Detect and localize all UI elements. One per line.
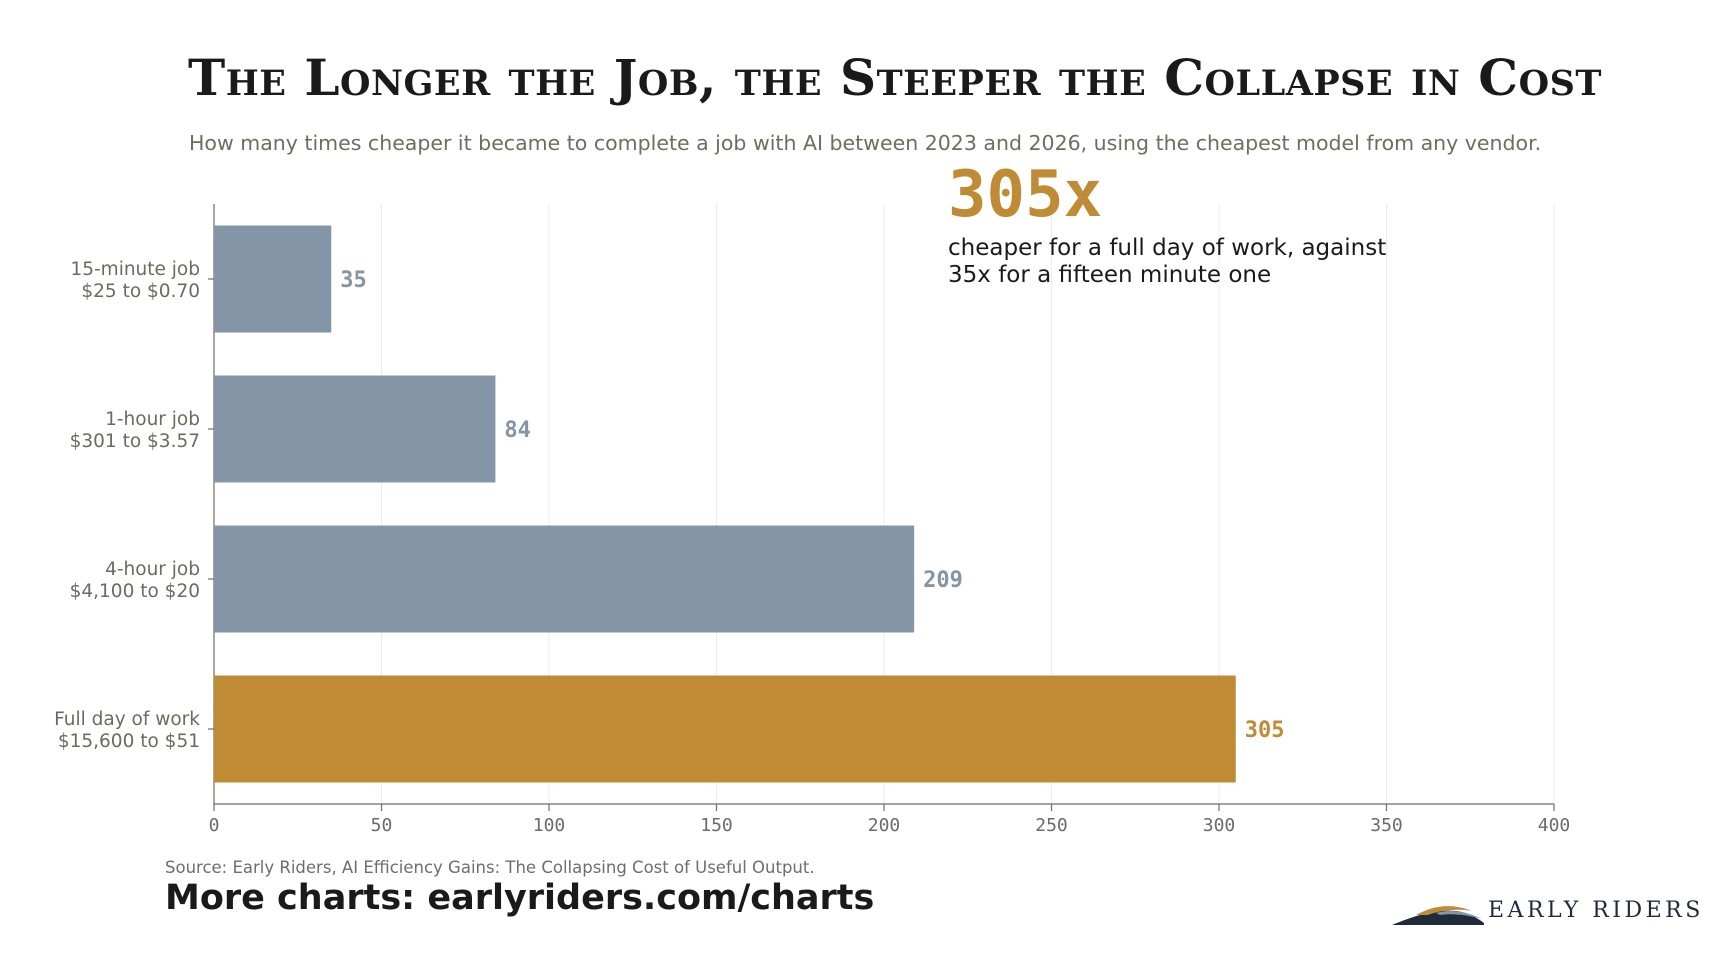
x-tick-label: 250 (1035, 815, 1068, 836)
category-detail-label: $4,100 to $20 (70, 581, 200, 602)
callout-text: cheaper for a full day of work, against … (948, 235, 1387, 288)
x-tick-label: 200 (868, 815, 901, 836)
bar (214, 525, 915, 633)
x-tick-label: 0 (209, 815, 220, 836)
value-label: 209 (923, 568, 963, 593)
bar (214, 675, 1236, 783)
category-detail-label: $15,600 to $51 (58, 731, 200, 752)
callout-value: 305x (948, 158, 1103, 232)
category-label: 1-hour job (105, 409, 200, 430)
x-tick-label: 50 (371, 815, 393, 836)
value-label: 35 (340, 268, 367, 293)
x-tick-label: 100 (533, 815, 566, 836)
value-label: 305 (1245, 718, 1285, 743)
category-detail-label: $25 to $0.70 (81, 281, 200, 302)
x-tick-label: 300 (1203, 815, 1236, 836)
category-detail-label: $301 to $3.57 (70, 431, 200, 452)
category-label: 15-minute job (70, 259, 200, 280)
bar (214, 225, 332, 333)
chart-subtitle: How many times cheaper it became to comp… (189, 131, 1542, 155)
category-label: 4-hour job (105, 559, 200, 580)
chart-title: The Longer the Job, the Steeper the Coll… (188, 48, 1602, 107)
x-tick-label: 150 (700, 815, 733, 836)
more-charts-link[interactable]: More charts: earlyriders.com/charts (165, 878, 875, 918)
bar (214, 375, 496, 483)
value-label: 84 (504, 418, 531, 443)
early-riders-logo-icon (1392, 906, 1484, 925)
x-tick-label: 350 (1370, 815, 1403, 836)
category-label: Full day of work (54, 709, 200, 730)
source-note: Source: Early Riders, AI Efficiency Gain… (165, 858, 815, 877)
x-tick-label: 400 (1538, 815, 1571, 836)
brand-name: EARLY RIDERS (1488, 898, 1704, 923)
